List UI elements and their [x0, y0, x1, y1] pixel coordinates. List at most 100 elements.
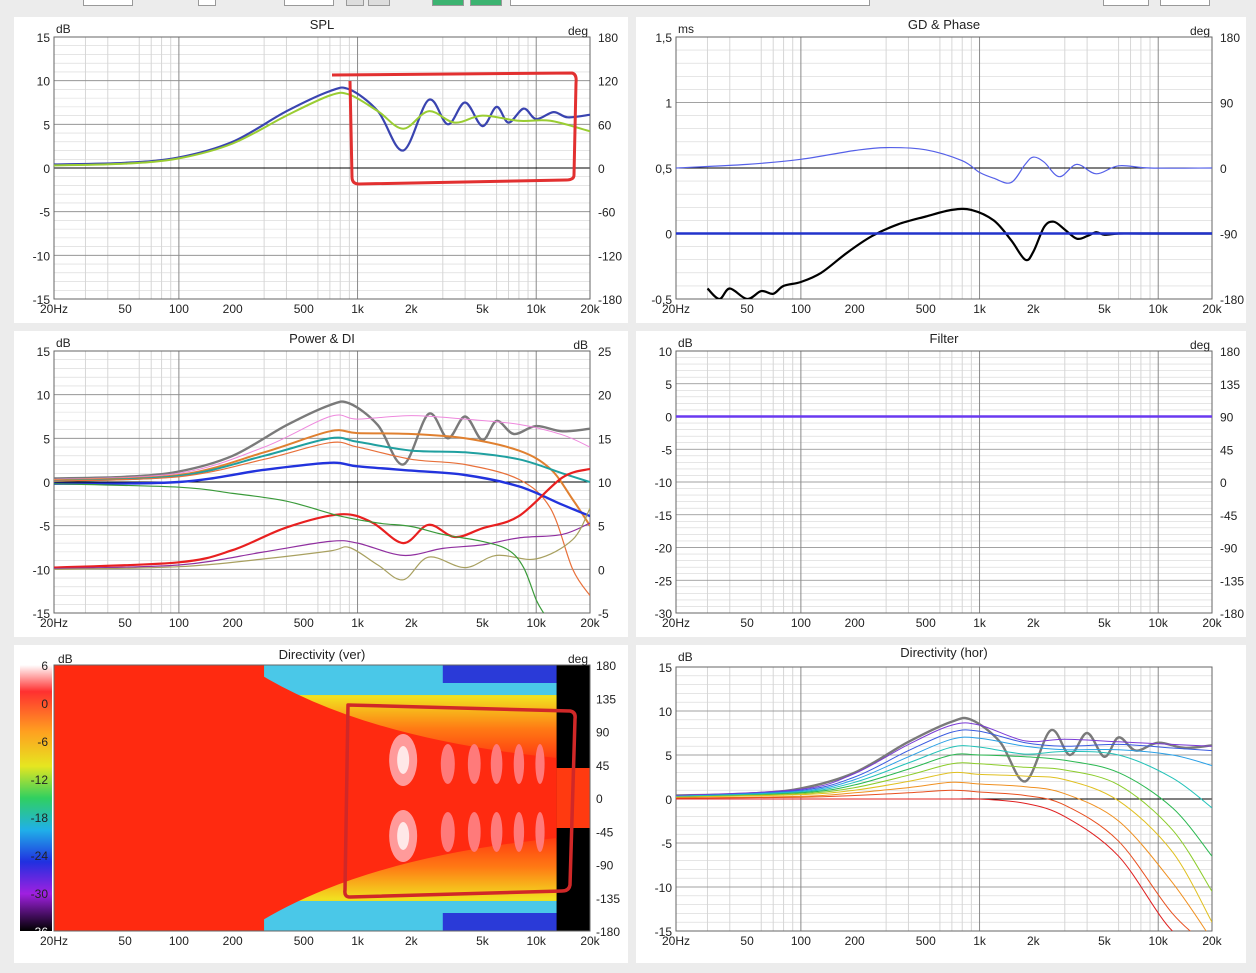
annotation-box: [331, 71, 578, 186]
x-tick-label: 500: [916, 616, 936, 630]
y-tick-label: 1,5: [655, 31, 672, 45]
y-tick-label: 10: [37, 389, 51, 403]
x-tick-label: 10k: [1149, 934, 1169, 948]
scale-tick-label: 6: [41, 659, 48, 673]
x-tick-label: 2k: [1027, 616, 1041, 630]
right-axis-unit: deg: [1190, 24, 1210, 38]
panel-spl: SPL dB deg 20Hz 50 100 200 500 1k 2k 5k 10k 20k 15 10 5…: [14, 17, 628, 323]
series-line: [676, 798, 1174, 931]
x-tick-label: 500: [916, 302, 936, 316]
y-tick-label: -30: [655, 607, 673, 621]
chart-title: SPL: [310, 17, 335, 32]
x-tick-label: 5k: [476, 934, 490, 948]
grid: [676, 350, 1212, 614]
x-tick-label: 2k: [405, 934, 419, 948]
x-tick-label: 1k: [973, 302, 987, 316]
panel-directivity-hor: Directivity (hor) dB 20Hz 50 100 200 500 1k 2k 5k…: [636, 645, 1246, 963]
panel-directivity-ver: 6 0 -6 -12 -18 -24 -30 -36 Directivity (ver) dB de…: [14, 645, 628, 963]
series-line: [54, 441, 590, 596]
x-tick-label: 500: [294, 302, 314, 316]
x-tick-label: 5k: [476, 302, 490, 316]
x-tick-label: 20k: [1202, 616, 1222, 630]
x-tick-label: 5k: [1098, 616, 1112, 630]
y-tick-label: -20: [655, 542, 673, 556]
x-tick-label: 50: [740, 302, 754, 316]
series-line: [54, 400, 590, 480]
x-tick-label: 100: [791, 934, 811, 948]
x-tick-label: 5k: [1098, 302, 1112, 316]
grid: [54, 36, 590, 300]
toolbar-field-4[interactable]: [1160, 0, 1210, 6]
heatmap-ripple: [513, 744, 525, 784]
y-tick-label: -10: [655, 881, 673, 895]
series-line: [54, 522, 590, 570]
y-tick-label: 1: [665, 97, 672, 111]
toolbar-checkbox[interactable]: [198, 0, 216, 6]
toolbar-field-3[interactable]: [1103, 0, 1149, 6]
y2-tick-label: 90: [1220, 97, 1234, 111]
chart-title: Power & DI: [289, 331, 355, 346]
y2-tick-label: 45: [1220, 443, 1234, 457]
heatmap-ripple: [513, 812, 525, 852]
y2-tick-label: 180: [1220, 345, 1240, 359]
x-tick-label: 100: [169, 302, 189, 316]
left-axis-unit: dB: [58, 652, 73, 666]
series-line: [54, 86, 590, 166]
scale-tick-label: -18: [31, 811, 49, 825]
scale-tick-label: -30: [31, 887, 49, 901]
left-axis-unit: dB: [56, 22, 71, 36]
left-axis-unit: dB: [678, 336, 693, 350]
y2-tick-label: 180: [598, 31, 618, 45]
y-tick-label: -25: [655, 574, 673, 588]
y2-tick-label: 0: [1220, 162, 1227, 176]
y2-tick-label: -180: [598, 293, 622, 307]
y2-tick-label: 0: [1220, 476, 1227, 490]
left-axis-unit: ms: [678, 22, 694, 36]
x-tick-label: 200: [223, 934, 243, 948]
chart-title: Directivity (ver): [279, 647, 366, 662]
y-tick-label: 0: [665, 793, 672, 807]
x-tick-label: 10k: [527, 934, 547, 948]
toolbar-green-button-2[interactable]: [470, 0, 502, 6]
y-tick-label: 10: [659, 345, 673, 359]
toolbar-spin-button[interactable]: [346, 0, 364, 6]
y2-tick-label: -90: [1220, 542, 1238, 556]
x-tick-label: 50: [118, 934, 132, 948]
toolbar-green-button-1[interactable]: [432, 0, 464, 6]
series-line: [676, 762, 1212, 892]
y2-tick-label: 90: [596, 726, 610, 740]
x-tick-label: 20Hz: [662, 616, 690, 630]
toolbar-button[interactable]: [368, 0, 390, 6]
plot-frame: [675, 350, 1213, 614]
y2-tick-label: 60: [598, 118, 612, 132]
x-tick-label: 2k: [405, 302, 419, 316]
left-axis-unit: dB: [56, 336, 71, 350]
x-tick-label: 2k: [1027, 934, 1041, 948]
series-line: [676, 729, 1212, 797]
right-axis-unit: deg: [568, 24, 588, 38]
heatmap-lobe-bottom: [442, 913, 590, 931]
right-axis-unit: dB: [573, 338, 588, 352]
series-group: [54, 400, 590, 613]
y2-tick-label: 135: [1220, 378, 1240, 392]
y2-tick-label: 135: [596, 692, 616, 706]
directivity-ver-chart: 6 0 -6 -12 -18 -24 -30 -36 Directivity (ver) dB de…: [20, 647, 620, 948]
series-line: [54, 483, 545, 613]
toolbar-text-field[interactable]: [510, 0, 870, 6]
toolbar-field-2[interactable]: [284, 0, 334, 6]
left-axis-unit: dB: [678, 650, 693, 664]
x-tick-label: 10k: [1149, 616, 1169, 630]
x-tick-label: 1k: [351, 616, 365, 630]
x-tick-label: 2k: [1027, 302, 1041, 316]
color-scale: [20, 665, 52, 931]
y-tick-label: -10: [33, 563, 51, 577]
toolbar-field-1[interactable]: [83, 0, 133, 6]
x-tick-label: 200: [223, 302, 243, 316]
y-tick-label: -5: [661, 837, 672, 851]
series-line: [676, 781, 1207, 931]
y2-tick-label: -180: [1220, 293, 1244, 307]
x-tick-label: 100: [791, 302, 811, 316]
